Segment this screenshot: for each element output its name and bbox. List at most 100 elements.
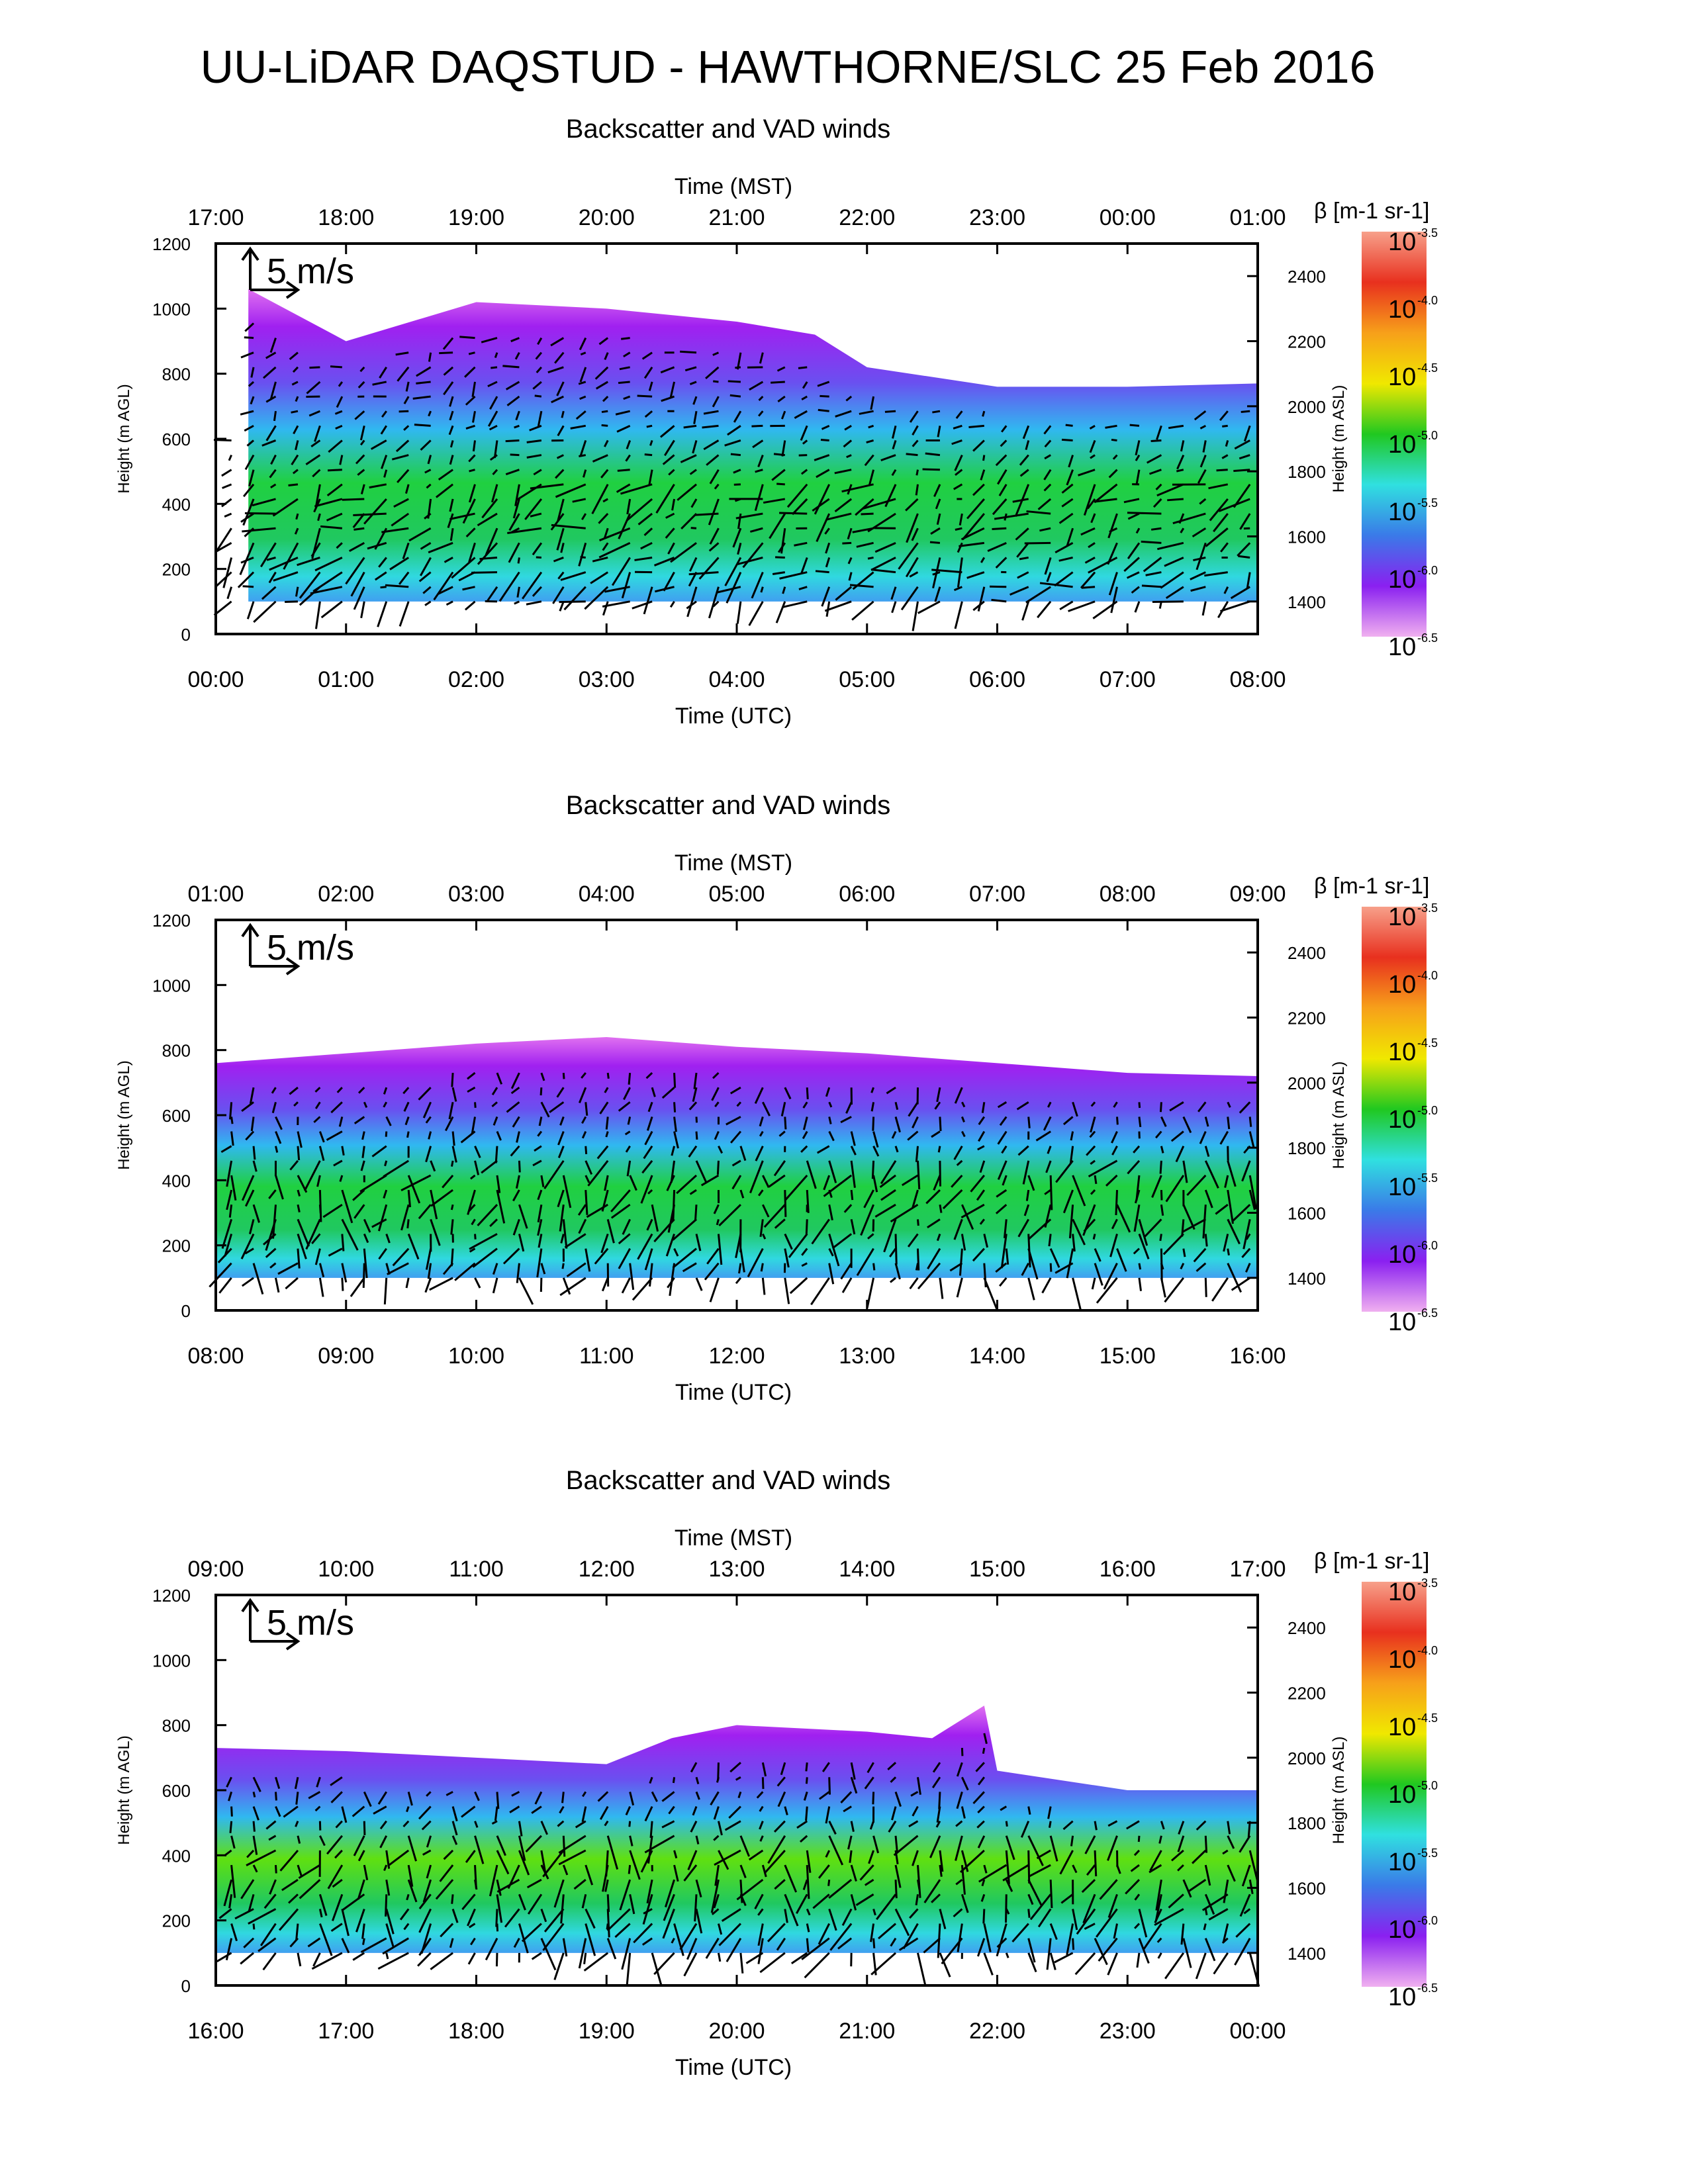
wind-arrow (299, 1879, 321, 1899)
wind-arrow (293, 1101, 299, 1107)
wind-arrow (1178, 1821, 1185, 1835)
wind-arrow (363, 1101, 368, 1109)
x-tick-label: 10:00 (448, 1343, 504, 1369)
wind-arrow (1081, 1879, 1096, 1893)
wind-arrow (759, 352, 764, 364)
wind-arrow (1113, 1101, 1118, 1108)
wind-arrow (884, 410, 896, 413)
wind-arrow (474, 1160, 480, 1175)
wind-arrow (1126, 1820, 1140, 1830)
wind-arrow (578, 381, 586, 385)
wind-arrow (1094, 483, 1118, 504)
wind-arrow (1151, 1175, 1162, 1198)
wind-arrow (835, 586, 853, 601)
wind-arrow (850, 1893, 857, 1911)
wind-arrow (404, 484, 410, 494)
wind-arrow (890, 1937, 897, 1947)
wind-arrow (534, 1791, 543, 1805)
wind-arrow (489, 396, 498, 410)
wind-arrow (543, 1160, 565, 1189)
wind-arrow (706, 1248, 720, 1265)
wind-arrow (1058, 556, 1073, 562)
wind-arrow (252, 1792, 256, 1797)
wind-arrow (605, 1850, 609, 1877)
wind-arrow (859, 410, 874, 415)
wind-arrow (616, 424, 631, 433)
wind-arrow (850, 1131, 856, 1146)
wind-arrow (709, 527, 720, 545)
wind-arrow (317, 513, 321, 522)
wind-arrow (331, 1893, 344, 1921)
wind-arrow (562, 1835, 566, 1857)
x-tick-label: 16:00 (1229, 1343, 1286, 1369)
wind-arrow (1182, 1248, 1186, 1257)
wind-arrow (629, 1894, 635, 1915)
wind-arrow (403, 396, 410, 404)
wind-arrow (507, 1864, 520, 1889)
wind-arrow (308, 1791, 321, 1799)
wind-arrow (248, 1218, 255, 1234)
wind-arrow (912, 425, 919, 436)
wind-arrow (451, 1072, 454, 1087)
wind-arrow (619, 366, 630, 371)
wind-arrow (859, 1864, 874, 1881)
wind-arrow (1234, 1937, 1251, 1966)
wind-arrow (626, 439, 632, 449)
wind-arrow (363, 498, 387, 525)
wind-arrow (380, 425, 388, 435)
wind-arrow (961, 1101, 966, 1108)
wind-arrow (399, 571, 410, 585)
colorbar-tick-label: 10 (1388, 903, 1416, 931)
wind-arrow (406, 1806, 410, 1813)
wind-arrow (1048, 1821, 1052, 1828)
wind-arrow (556, 1087, 565, 1098)
wind-arrow (385, 1894, 388, 1917)
wind-arrow (511, 1791, 520, 1797)
bottom-axis-label: Time (UTC) (675, 2055, 792, 2080)
wind-arrow (474, 1821, 479, 1828)
wind-arrow (670, 542, 697, 563)
wind-arrow (363, 1821, 366, 1835)
wind-arrow (843, 1805, 852, 1813)
wind-arrow (465, 1850, 476, 1863)
x-tick-label-top: 08:00 (1100, 882, 1156, 907)
wind-arrow (363, 1233, 369, 1244)
x-tick-label-top: 22:00 (839, 205, 895, 230)
wind-arrow (1149, 469, 1162, 475)
wind-arrow (598, 337, 609, 345)
wind-arrow (1248, 1879, 1254, 1895)
wind-arrow (872, 1792, 875, 1805)
wind-arrow (585, 1175, 590, 1183)
wind-arrow (1035, 1130, 1051, 1142)
wind-arrow (405, 381, 410, 392)
panel-title: Backscatter and VAD winds (566, 1466, 891, 1495)
wind-arrow (385, 1952, 389, 1960)
wind-arrow (805, 1777, 808, 1784)
wind-arrow (894, 1101, 899, 1111)
wind-arrow (1112, 454, 1118, 460)
wind-arrow (1107, 513, 1118, 539)
wind-arrow (532, 381, 542, 390)
wind-arrow (955, 469, 963, 476)
wind-arrow (695, 1234, 702, 1251)
wind-arrow (444, 557, 453, 563)
wind-arrow (494, 1806, 498, 1821)
wind-arrow (801, 1262, 808, 1267)
y-tick-label-right: 1400 (1288, 1944, 1326, 1964)
wind-arrow (1248, 1131, 1255, 1148)
wind-arrow (336, 1087, 343, 1093)
wind-arrow (772, 571, 786, 575)
wind-arrow (891, 469, 897, 477)
wind-arrow (827, 512, 852, 521)
wind-arrow (526, 1878, 542, 1889)
wind-arrow (695, 1116, 698, 1123)
wind-arrow (1090, 454, 1096, 459)
wind-arrow (806, 1189, 810, 1213)
wind-arrow (802, 1130, 808, 1140)
wind-arrow (800, 557, 808, 574)
wind-arrow (404, 1116, 410, 1126)
wind-arrow (959, 1849, 985, 1873)
wind-arrow (1138, 1116, 1142, 1128)
y-axis-label-right: Height (m ASL) (1330, 385, 1348, 493)
wind-arrow (901, 1174, 919, 1187)
